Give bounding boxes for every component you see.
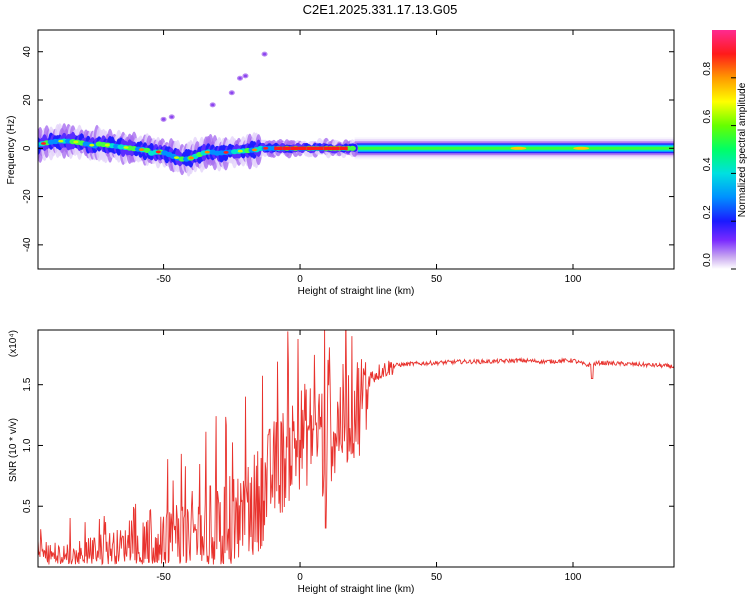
- spectrogram-peak: [339, 146, 348, 151]
- spectrogram-x-tick-label: -50: [156, 274, 171, 285]
- snr-y-tick-label: 0.5: [22, 499, 33, 513]
- snr-x-tick-label: -50: [156, 572, 171, 583]
- spectrogram-blob-core: [161, 118, 166, 121]
- snr-x-ticks: -50 0 50 100: [156, 330, 582, 583]
- snr-x-tick-label: 100: [565, 572, 582, 583]
- colorbar-tick-label: 0.2: [702, 205, 713, 219]
- snr-x-tick-label: 0: [297, 572, 303, 583]
- spectrogram-peak: [298, 146, 307, 151]
- colorbar-tick-label: 0.8: [702, 61, 713, 75]
- colorbar-tick-label: 0.4: [702, 157, 713, 171]
- spectrogram-peak: [323, 146, 332, 151]
- spectrogram-hotspot: [40, 142, 47, 145]
- snr-series-line: [38, 330, 674, 566]
- spectrogram-hotspot: [155, 150, 161, 154]
- colorbar-gradient: [712, 30, 736, 269]
- spectrogram-blob-core: [243, 74, 248, 78]
- spectrogram-y-tick-label: 20: [22, 94, 33, 106]
- snr-multiplier: (x10⁴): [8, 330, 19, 357]
- spectrogram-blob-core: [211, 103, 215, 107]
- spectrogram-x-label: Height of straight line (km): [298, 286, 415, 297]
- spectrogram-heatmap: [38, 51, 674, 177]
- spectrogram-cell: [348, 145, 356, 151]
- spectrogram-peak: [306, 146, 315, 151]
- snr-y-label: SNR (10 * v/v): [8, 418, 19, 482]
- spectrogram-peak: [290, 146, 299, 151]
- spectrogram-y-label: Frequency (Hz): [6, 116, 17, 185]
- snr-y-ticks: 0.5 1.0 1.5: [22, 377, 674, 513]
- spectrogram-blob-core: [238, 76, 242, 80]
- spectrogram-y-tick-label: -20: [22, 189, 33, 204]
- spectrogram-hotspot: [123, 146, 129, 149]
- snr-frame: [37, 329, 675, 568]
- spectrogram-panel: -50 0 50 100 -40 -20 0 20 40 Height of straight…: [6, 29, 675, 297]
- snr-panel: -50 0 50 100 0.5 1.0 1.5 Height of straight l…: [8, 329, 675, 595]
- spectrogram-peak: [331, 146, 340, 151]
- spectrogram-hotspot: [173, 156, 180, 160]
- spectrogram-x-tick-label: 100: [565, 274, 582, 285]
- spectrogram-hotspot: [73, 140, 79, 144]
- spectrogram-peak: [282, 146, 291, 151]
- spectrogram-x-tick-label: 0: [297, 274, 303, 285]
- snr-x-tick-label: 50: [431, 572, 443, 583]
- spectrogram-blob-core: [262, 52, 267, 56]
- spectrogram-x-ticks: -50 0 50 100: [156, 30, 582, 285]
- spectrogram-y-ticks: -40 -20 0 20 40: [22, 46, 674, 252]
- snr-y-tick-label: 1.0: [22, 438, 33, 452]
- spectrogram-hotspot: [188, 156, 194, 160]
- spectrogram-hotspot: [104, 143, 110, 147]
- spectrogram-y-tick-label: -40: [22, 237, 33, 252]
- spectrogram-hotspot: [510, 146, 527, 150]
- spectrogram-blob-core: [230, 91, 234, 95]
- spectrogram-frame: [37, 29, 675, 270]
- colorbar-ticks: 0.0 0.2 0.4 0.6 0.8: [702, 61, 736, 270]
- spectrogram-hotspot: [89, 143, 95, 147]
- spectrogram-hotspot: [573, 146, 590, 150]
- snr-y-tick-label: 1.5: [22, 377, 33, 391]
- snr-x-label: Height of straight line (km): [298, 584, 415, 595]
- spectrogram-hotspot: [58, 139, 64, 143]
- spectrogram-hotspot: [263, 146, 269, 150]
- colorbar: 0.0 0.2 0.4 0.6 0.8 Normalized spectral ampl…: [702, 30, 748, 270]
- spectrogram-peak: [315, 146, 324, 151]
- spectrogram-peak: [274, 146, 283, 151]
- spectrogram-blob-core: [170, 115, 174, 119]
- colorbar-tick-label: 0.0: [702, 253, 713, 267]
- spectrogram-x-tick-label: 50: [431, 274, 443, 285]
- spectrogram-hotspot: [138, 148, 145, 152]
- spectrogram-y-tick-label: 40: [22, 46, 33, 58]
- colorbar-tick-label: 0.6: [702, 109, 713, 123]
- spectrogram-y-tick-label: 0: [22, 145, 33, 151]
- spectrogram-hotspot: [223, 151, 229, 154]
- chart-title: C2E1.2025.331.17.13.G05: [303, 2, 458, 17]
- colorbar-label: Normalized spectral amplitude: [737, 82, 748, 217]
- spectrogram-hotspot: [251, 148, 258, 152]
- spectrogram-hotspot: [204, 150, 210, 154]
- spectrogram-hotspot: [237, 149, 243, 153]
